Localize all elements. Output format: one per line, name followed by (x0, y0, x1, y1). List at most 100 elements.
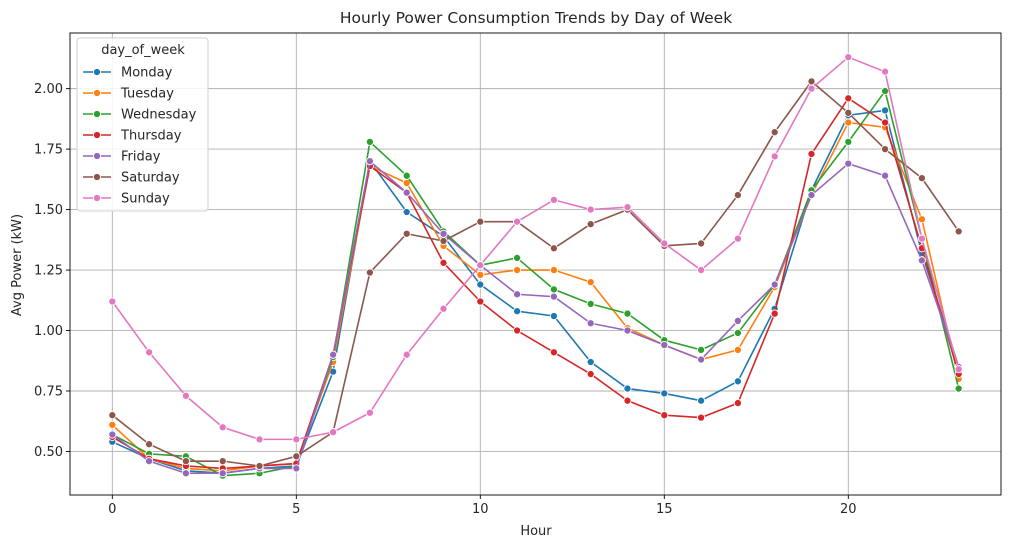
data-point (586, 278, 595, 287)
data-point (697, 413, 706, 422)
data-point (402, 350, 411, 359)
data-point (145, 440, 154, 449)
data-point (917, 174, 926, 183)
x-tick-label: 10 (472, 502, 489, 517)
data-point (402, 188, 411, 197)
data-point (844, 108, 853, 117)
data-point (549, 265, 558, 275)
data-point (365, 137, 374, 146)
data-point (954, 365, 963, 374)
data-point (697, 345, 706, 354)
legend-label: Monday (121, 66, 173, 81)
data-point (513, 326, 522, 335)
data-point (660, 239, 669, 248)
data-point (623, 326, 632, 335)
data-point (365, 157, 374, 166)
legend-entries: Monday Tuesday Wednesday Thursday Friday Satu… (83, 66, 197, 207)
data-point (365, 268, 374, 277)
series-line-wednesday (111, 90, 960, 477)
data-point (439, 229, 448, 238)
data-point (881, 145, 890, 154)
series-friday (108, 157, 963, 478)
legend-label: Saturday (121, 171, 180, 186)
data-point (660, 340, 669, 350)
data-point (255, 435, 264, 444)
data-point (844, 53, 853, 62)
data-point (476, 270, 485, 279)
series-line-friday (111, 160, 960, 475)
data-point (439, 236, 448, 246)
data-point (476, 297, 485, 306)
x-axis-label: Hour (520, 524, 552, 539)
series-line-thursday (111, 97, 960, 470)
y-tick-label: 0.50 (34, 445, 63, 460)
data-point (292, 452, 301, 461)
data-point (881, 171, 890, 180)
legend-box (76, 37, 209, 212)
x-tick-label: 20 (840, 502, 857, 517)
data-point (807, 84, 816, 93)
data-point (476, 280, 485, 289)
data-point (697, 239, 706, 248)
x-tick-label: 15 (656, 502, 673, 517)
data-point (660, 389, 669, 398)
y-axis-label: Avg Power (kW) (10, 214, 25, 316)
data-point (549, 195, 558, 204)
data-point (329, 428, 338, 437)
legend-entry-tuesday: Tuesday (83, 87, 174, 102)
data-point (218, 469, 227, 478)
data-point (181, 391, 190, 400)
data-point (733, 345, 742, 354)
data-point (807, 149, 816, 158)
data-point (402, 207, 411, 217)
x-tick-label: 0 (108, 502, 116, 517)
legend-swatch-marker (92, 130, 102, 140)
legend-swatch-marker (92, 88, 102, 98)
data-point (549, 292, 558, 301)
legend-label: Thursday (120, 129, 182, 144)
data-point (218, 423, 227, 432)
data-point (844, 137, 853, 146)
data-point (697, 396, 706, 405)
data-point (145, 348, 154, 357)
series-line-saturday (111, 80, 960, 467)
legend-label: Friday (121, 150, 161, 165)
series-sunday (108, 53, 963, 444)
data-point (108, 297, 117, 306)
y-tick-label: 2.00 (34, 82, 63, 97)
data-point (549, 348, 558, 357)
legend: day_of_week Monday Tuesday Wednesday Thursd… (76, 37, 209, 212)
data-point (108, 420, 117, 429)
legend-swatch-marker (92, 109, 102, 119)
x-tick-label: 5 (292, 502, 300, 517)
data-point (365, 408, 374, 417)
data-point (586, 205, 595, 214)
data-point (917, 256, 926, 265)
data-point (145, 457, 154, 466)
data-point (807, 77, 816, 86)
data-point (549, 311, 558, 321)
legend-entry-sunday: Sunday (83, 192, 170, 207)
data-point (402, 171, 411, 180)
data-point (513, 290, 522, 299)
data-point (733, 328, 742, 337)
legend-swatch-marker (92, 172, 102, 182)
legend-swatch-marker (92, 193, 102, 203)
data-point (660, 411, 669, 420)
data-point (733, 316, 742, 325)
data-point (476, 217, 485, 226)
y-tick-label: 1.75 (34, 143, 63, 158)
data-point (402, 229, 411, 238)
plot-frame (69, 32, 1002, 496)
data-point (881, 87, 890, 96)
ticks: 0 5 10 15 20 0.50 0.75 1.00 1.25 1.50 1.75 2.00 (34, 82, 857, 517)
legend-entry-monday: Monday (83, 66, 173, 81)
legend-swatch-marker (92, 151, 102, 161)
data-point (513, 217, 522, 226)
data-point (954, 227, 963, 236)
data-point (586, 299, 595, 308)
data-point (881, 67, 890, 76)
data-point (329, 350, 338, 359)
data-point (439, 258, 448, 267)
data-point (881, 118, 890, 127)
